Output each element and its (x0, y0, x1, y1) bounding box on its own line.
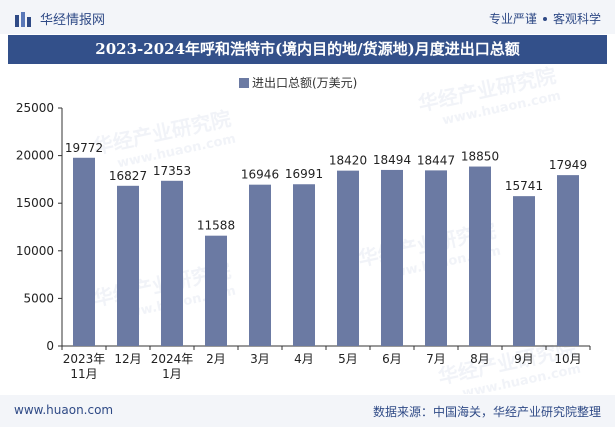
x-tick-label: 11月 (70, 367, 97, 381)
bar (337, 170, 359, 346)
data-label: 17353 (153, 164, 191, 178)
data-label: 11588 (197, 219, 235, 233)
x-tick-label: 9月 (514, 352, 534, 366)
x-tick-label: 10月 (554, 352, 581, 366)
x-tick-label: 2月 (206, 352, 226, 366)
data-label: 17949 (549, 158, 587, 172)
legend: 进出口总额(万美元) (239, 76, 357, 90)
data-label: 15741 (505, 179, 543, 193)
bar (557, 175, 579, 346)
website-link[interactable]: www.huaon.com (14, 403, 114, 417)
data-label: 18420 (329, 154, 367, 168)
slogan-left: 专业严谨 (488, 12, 537, 26)
x-tick-label: 8月 (470, 352, 490, 366)
data-label: 18447 (417, 153, 455, 167)
x-tick-label: 2023年 (63, 352, 106, 366)
x-tick-label: 2024年 (151, 352, 194, 366)
x-tick-label: 12月 (114, 352, 141, 366)
bar-chart: 华经产业研究院www.huaon.com华经产业研究院www.huaon.com… (16, 66, 591, 394)
bar (469, 166, 491, 346)
x-tick-label: 5月 (338, 352, 358, 366)
slogan: 专业严谨 客观科学 (489, 10, 601, 27)
brand[interactable]: 华经情报网 (14, 9, 105, 28)
x-tick-label: 7月 (426, 352, 446, 366)
bar (293, 184, 315, 346)
data-label: 18850 (461, 150, 499, 164)
data-label: 18494 (373, 153, 411, 167)
data-label: 19772 (65, 141, 103, 155)
separator-dot (542, 16, 547, 21)
bar (381, 169, 403, 346)
y-tick-label: 20000 (16, 149, 54, 163)
x-tick-label: 4月 (294, 352, 314, 366)
chart-title: 2023-2024年呼和浩特市(境内目的地/货源地)月度进出口总额 (8, 35, 607, 64)
bar (249, 184, 271, 346)
bar (73, 157, 95, 346)
bar-logo-icon (15, 11, 31, 27)
bar (117, 185, 139, 346)
x-tick-label: 6月 (382, 352, 402, 366)
data-label: 16827 (109, 169, 147, 183)
bar (161, 180, 183, 346)
y-tick-label: 0 (46, 339, 54, 353)
data-label: 16991 (285, 167, 323, 181)
legend-label: 进出口总额(万美元) (252, 76, 357, 90)
bar (513, 196, 535, 346)
legend-swatch (239, 78, 249, 88)
brand-name: 华经情报网 (40, 13, 106, 28)
y-tick-label: 25000 (16, 101, 54, 115)
footer: www.huaon.com 数据来源：中国海关，华经产业研究院整理 (0, 395, 615, 427)
bar (205, 235, 227, 346)
data-source: 数据来源：中国海关，华经产业研究院整理 (372, 405, 601, 419)
x-tick-label: 3月 (250, 352, 270, 366)
bar (425, 170, 447, 346)
bars (73, 157, 579, 346)
data-labels: 19772 16827 17353 11588 16946 16991 18420 18494… (65, 141, 587, 233)
x-tick-label: 1月 (162, 367, 182, 381)
data-label: 16946 (241, 168, 279, 182)
y-tick-label: 5000 (23, 291, 54, 305)
slogan-right: 客观科学 (552, 12, 601, 26)
y-tick-label: 10000 (16, 244, 54, 258)
y-tick-label: 15000 (16, 196, 54, 210)
top-bar: 华经情报网 专业严谨 客观科学 (0, 0, 615, 34)
